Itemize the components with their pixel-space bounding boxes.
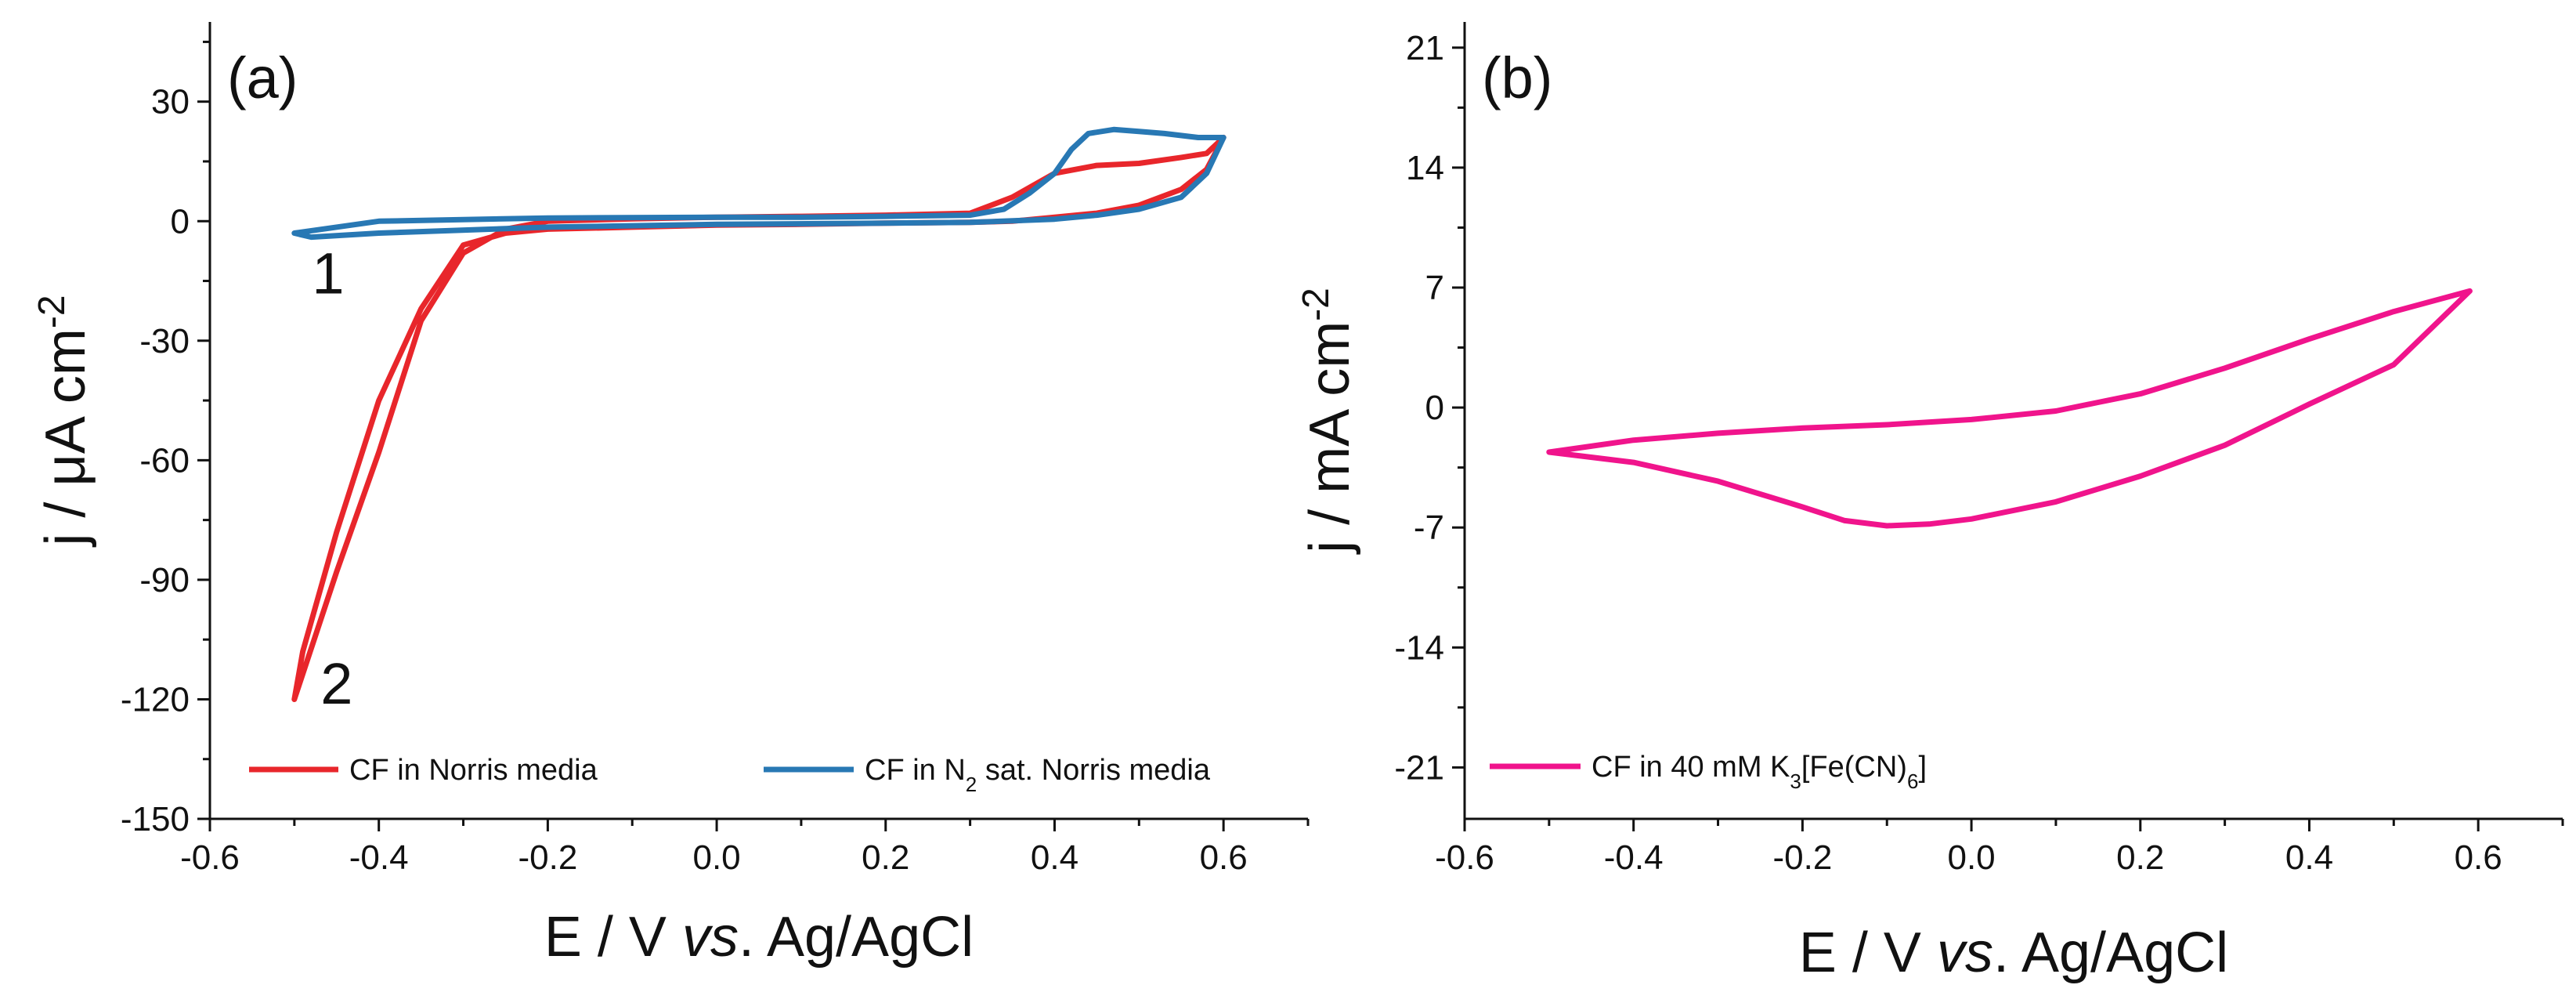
chart-b-y-tick-label: 0	[1425, 389, 1444, 427]
chart-a-y-tick-label: -30	[139, 322, 190, 360]
chart-a-legend-label-1: CF in Norris media	[349, 754, 598, 787]
chart-a-x-tick-label: 0.6	[1200, 838, 1248, 877]
chart-b-x-tick-label: -0.2	[1772, 838, 1832, 877]
chart-a-annotation-1: 1	[312, 241, 344, 306]
chart-b-y-tick-label: -14	[1394, 628, 1444, 667]
chart-b-x-tick-label: -0.4	[1604, 838, 1664, 877]
chart-a-annotation-2: 2	[320, 651, 352, 716]
chart-a-panel-label: (a)	[227, 45, 298, 110]
chart-b-y-tick-label: -7	[1414, 509, 1444, 547]
chart-a-y-tick-label: -60	[139, 441, 190, 480]
chart-b-y-tick-label: -21	[1394, 748, 1444, 787]
chart-a-series-2-line	[291, 126, 1227, 241]
chart-a-x-axis-title: E / V vs. Ag/AgCl	[544, 906, 974, 969]
chart-a-x-tick-label: 0.0	[692, 838, 740, 877]
chart-b-legend-label-1: CF in 40 mM K3[Fe(CN)6]	[1591, 751, 1927, 793]
chart-a-legend-label-2: CF in N2 sat. Norris media	[865, 754, 1211, 796]
chart-a-x-tick-label: -0.6	[180, 838, 240, 877]
chart-b-x-tick-label: 0.0	[1947, 838, 1995, 877]
chart-a-panel: -150 -120 -90 -60 -30 0 30 -0.6 -0.4 -0.2 0.0 0.2 0.…	[31, 22, 1310, 969]
chart-b-panel: -21 -14 -7 0 7 14 21 -0.6 -0.4 -0.2 0.0 0.2 0.4 0.6 (b…	[1295, 22, 2564, 984]
chart-a-x-tick-label: 0.2	[862, 838, 909, 877]
chart-b-y-tick-label: 21	[1406, 29, 1444, 67]
chart-b-x-axis-title: E / V vs. Ag/AgCl	[1799, 922, 2228, 984]
chart-b-y-axis-title: j / mA cm-2	[1295, 288, 1362, 555]
chart-a-x-tick-label: 0.4	[1031, 838, 1078, 877]
chart-b-panel-label: (b)	[1482, 45, 1552, 110]
chart-a-y-axis-title: j / μA cm-2	[31, 295, 98, 547]
chart-b-series-1-line	[1546, 288, 2473, 529]
chart-a-x-tick-label: -0.4	[349, 838, 409, 877]
chart-a-y-tick-label: -120	[121, 680, 190, 719]
chart-a-y-tick-label: 30	[151, 83, 190, 121]
chart-b-x-tick-label: -0.6	[1435, 838, 1494, 877]
chart-b-x-tick-label: 0.6	[2455, 838, 2502, 877]
chart-b-x-tick-label: 0.4	[2285, 838, 2333, 877]
chart-b-y-tick-label: 7	[1425, 269, 1444, 307]
chart-a-y-tick-label: 0	[171, 202, 190, 241]
chart-a-y-tick-label: -150	[121, 800, 190, 838]
chart-b-x-tick-label: 0.2	[2116, 838, 2164, 877]
chart-a-x-tick-label: -0.2	[518, 838, 577, 877]
chart-a-y-tick-label: -90	[139, 561, 190, 599]
chart-b-y-tick-label: 14	[1406, 149, 1444, 187]
